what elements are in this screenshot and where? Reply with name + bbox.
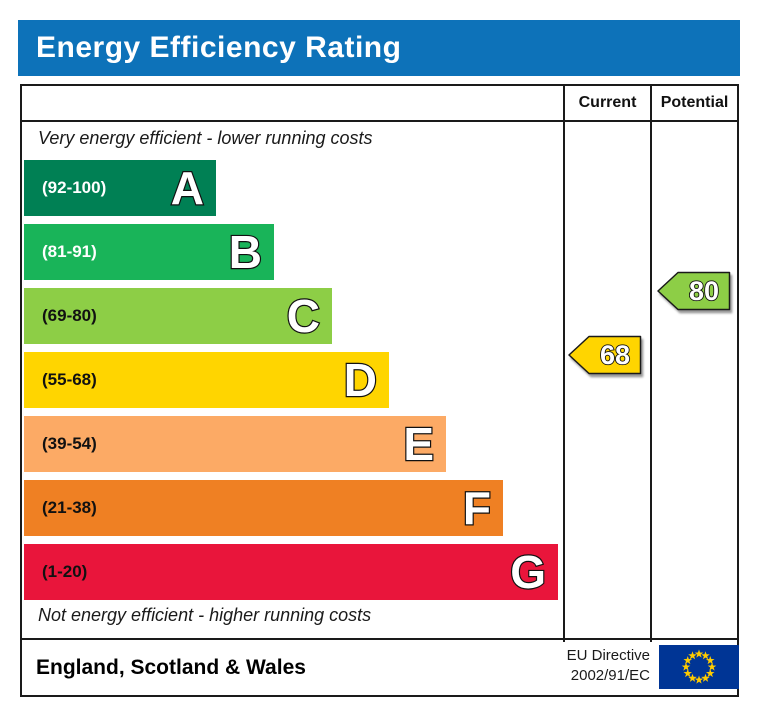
band-letter: D — [343, 354, 379, 406]
band-letter: E — [402, 418, 435, 470]
band-range-label: (21-38) — [42, 498, 97, 517]
eu-directive-line1: EU Directive — [566, 647, 650, 664]
rating-table: Current Potential Very energy efficient … — [20, 84, 739, 697]
band-range-label: (1-20) — [42, 562, 88, 581]
band-range-label: (39-54) — [42, 434, 97, 453]
column-header-potential: Potential — [660, 94, 729, 111]
band-row-a: (92-100) A — [24, 160, 216, 216]
eu-flag-icon — [659, 645, 739, 689]
current-rating-value: 68 — [599, 339, 631, 370]
band-row-e: (39-54) E — [24, 416, 446, 472]
band-row-c: (69-80) C — [24, 288, 332, 344]
column-divider-potential — [650, 86, 652, 642]
band-range-label: (69-80) — [42, 306, 97, 325]
band-row-f: (21-38) F — [24, 480, 503, 536]
footer-divider — [22, 638, 737, 640]
band-range-label: (55-68) — [42, 370, 97, 389]
page-title: Energy Efficiency Rating — [36, 31, 402, 64]
title-bar: Energy Efficiency Rating — [18, 20, 740, 76]
band-letter: A — [170, 162, 206, 214]
eu-directive-label: EU Directive 2002/91/EC — [540, 646, 650, 686]
current-rating-arrow: 68 — [568, 335, 642, 375]
eu-directive-line2: 2002/91/EC — [570, 667, 650, 684]
eu-flag — [659, 645, 739, 689]
header-divider — [22, 120, 737, 122]
band-letter: G — [509, 546, 547, 598]
band-range-label: (81-91) — [42, 242, 97, 261]
top-caption: Very energy efficient - lower running co… — [38, 128, 373, 148]
footer-region-label: England, Scotland & Wales — [36, 655, 306, 679]
band-row-b: (81-91) B — [24, 224, 274, 280]
band-range-label: (92-100) — [42, 178, 107, 197]
left-arrow-shape — [568, 335, 642, 375]
band-row-g: (1-20) G — [24, 544, 558, 600]
band-letter: B — [228, 226, 264, 278]
band-letter: C — [286, 290, 322, 342]
potential-rating-value: 80 — [688, 275, 720, 306]
left-arrow-shape — [657, 271, 731, 311]
band-row-d: (55-68) D — [24, 352, 389, 408]
bottom-caption: Not energy efficient - higher running co… — [38, 605, 372, 625]
column-header-current: Current — [578, 94, 637, 111]
column-divider-current — [563, 86, 565, 642]
potential-rating-arrow: 80 — [657, 271, 731, 311]
band-letter: F — [462, 482, 493, 534]
